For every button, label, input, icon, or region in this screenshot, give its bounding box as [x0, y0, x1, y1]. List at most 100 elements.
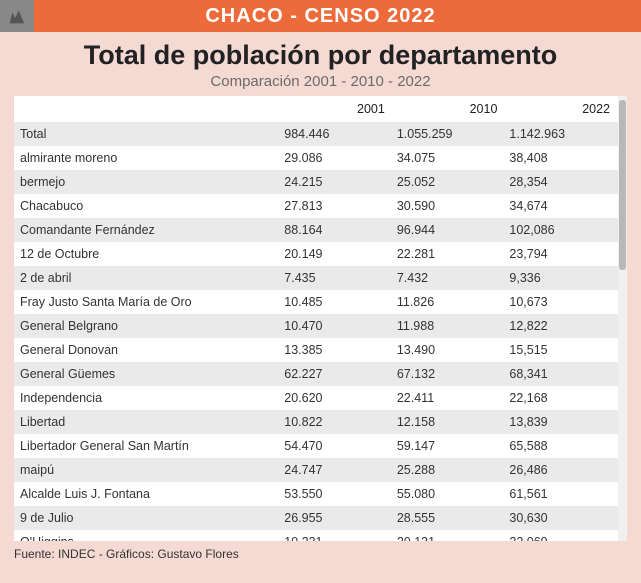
cell-value: 34.075 [393, 146, 506, 170]
cell-value: 28,354 [505, 170, 618, 194]
table-header-row: 2001 2010 2022 [14, 96, 618, 122]
table-row: 9 de Julio26.95528.55530,630 [14, 506, 618, 530]
table-row: Chacabuco27.81330.59034,674 [14, 194, 618, 218]
cell-value: 59.147 [393, 434, 506, 458]
cell-dept: General Güemes [14, 362, 280, 386]
cell-value: 22.281 [393, 242, 506, 266]
page-title: Total de población por departamento [0, 40, 641, 71]
table-container: 2001 2010 2022 Total984.4461.055.2591.14… [14, 96, 627, 541]
cell-dept: Libertad [14, 410, 280, 434]
page-subtitle: Comparación 2001 - 2010 - 2022 [0, 73, 641, 90]
cell-value: 24.215 [280, 170, 393, 194]
cell-value: 12,822 [505, 314, 618, 338]
cell-value: 19.231 [280, 530, 393, 541]
col-header-dept [14, 96, 280, 122]
cell-value: 23,794 [505, 242, 618, 266]
table-row: General Güemes62.22767.13268,341 [14, 362, 618, 386]
cell-value: 13,839 [505, 410, 618, 434]
footer-source: Fuente: INDEC - Gráficos: Gustavo Flores [14, 547, 627, 561]
cell-value: 34,674 [505, 194, 618, 218]
cell-value: 12.158 [393, 410, 506, 434]
table-row: General Belgrano10.47011.98812,822 [14, 314, 618, 338]
cell-value: 10,673 [505, 290, 618, 314]
cell-dept: Libertador General San Martín [14, 434, 280, 458]
cell-dept: Independencia [14, 386, 280, 410]
cell-dept: Fray Justo Santa María de Oro [14, 290, 280, 314]
cell-value: 30.590 [393, 194, 506, 218]
scrollbar[interactable] [618, 96, 627, 541]
table-row: 12 de Octubre20.14922.28123,794 [14, 242, 618, 266]
cell-value: 20.131 [393, 530, 506, 541]
cell-value: 61,561 [505, 482, 618, 506]
cell-value: 13.490 [393, 338, 506, 362]
cell-value: 29.086 [280, 146, 393, 170]
cell-value: 96.944 [393, 218, 506, 242]
cell-value: 9,336 [505, 266, 618, 290]
cell-value: 30,630 [505, 506, 618, 530]
table-row: Comandante Fernández88.16496.944102,086 [14, 218, 618, 242]
cell-dept: bermejo [14, 170, 280, 194]
col-header-2022: 2022 [505, 96, 618, 122]
cell-value: 88.164 [280, 218, 393, 242]
cell-value: 27.813 [280, 194, 393, 218]
cell-dept: almirante moreno [14, 146, 280, 170]
cell-value: 55.080 [393, 482, 506, 506]
cell-value: 11.826 [393, 290, 506, 314]
cell-value: 10.822 [280, 410, 393, 434]
table-row: Alcalde Luis J. Fontana53.55055.08061,56… [14, 482, 618, 506]
cell-value: 984.446 [280, 122, 393, 146]
cell-dept: Total [14, 122, 280, 146]
cell-value: 53.550 [280, 482, 393, 506]
cell-dept: General Donovan [14, 338, 280, 362]
table-row: Independencia20.62022.41122,168 [14, 386, 618, 410]
cell-dept: 12 de Octubre [14, 242, 280, 266]
table-row: 2 de abril7.4357.4329,336 [14, 266, 618, 290]
table-row: General Donovan13.38513.49015,515 [14, 338, 618, 362]
population-table: 2001 2010 2022 Total984.4461.055.2591.14… [14, 96, 618, 541]
table-scroll: 2001 2010 2022 Total984.4461.055.2591.14… [14, 96, 618, 541]
table-row: bermejo24.21525.05228,354 [14, 170, 618, 194]
cell-dept: General Belgrano [14, 314, 280, 338]
cell-value: 1.142.963 [505, 122, 618, 146]
cell-value: 15,515 [505, 338, 618, 362]
cell-dept: Comandante Fernández [14, 218, 280, 242]
table-row: Total984.4461.055.2591.142.963 [14, 122, 618, 146]
cell-dept: O'Higgins [14, 530, 280, 541]
cell-value: 7.432 [393, 266, 506, 290]
cell-value: 13.385 [280, 338, 393, 362]
cell-value: 11.988 [393, 314, 506, 338]
cell-value: 62.227 [280, 362, 393, 386]
cell-dept: 2 de abril [14, 266, 280, 290]
scroll-thumb[interactable] [619, 100, 626, 270]
table-row: Libertad10.82212.15813,839 [14, 410, 618, 434]
table-body: Total984.4461.055.2591.142.963almirante … [14, 122, 618, 541]
cell-value: 20.149 [280, 242, 393, 266]
cell-value: 22.411 [393, 386, 506, 410]
cell-value: 25.052 [393, 170, 506, 194]
cell-value: 68,341 [505, 362, 618, 386]
cell-value: 22,069 [505, 530, 618, 541]
table-row: O'Higgins19.23120.13122,069 [14, 530, 618, 541]
cell-value: 102,086 [505, 218, 618, 242]
col-header-2001: 2001 [280, 96, 393, 122]
logo-icon [0, 0, 34, 32]
cell-value: 7.435 [280, 266, 393, 290]
cell-value: 22,168 [505, 386, 618, 410]
cell-value: 65,588 [505, 434, 618, 458]
cell-dept: Chacabuco [14, 194, 280, 218]
header-bar: CHACO - CENSO 2022 [0, 0, 641, 32]
table-row: maipú24.74725.28826,486 [14, 458, 618, 482]
cell-dept: 9 de Julio [14, 506, 280, 530]
cell-value: 54.470 [280, 434, 393, 458]
header-title: CHACO - CENSO 2022 [205, 5, 435, 28]
table-row: Fray Justo Santa María de Oro10.48511.82… [14, 290, 618, 314]
cell-value: 24.747 [280, 458, 393, 482]
cell-value: 25.288 [393, 458, 506, 482]
table-row: Libertador General San Martín54.47059.14… [14, 434, 618, 458]
cell-value: 38,408 [505, 146, 618, 170]
cell-value: 26.955 [280, 506, 393, 530]
cell-value: 67.132 [393, 362, 506, 386]
cell-value: 10.470 [280, 314, 393, 338]
cell-dept: Alcalde Luis J. Fontana [14, 482, 280, 506]
cell-value: 10.485 [280, 290, 393, 314]
